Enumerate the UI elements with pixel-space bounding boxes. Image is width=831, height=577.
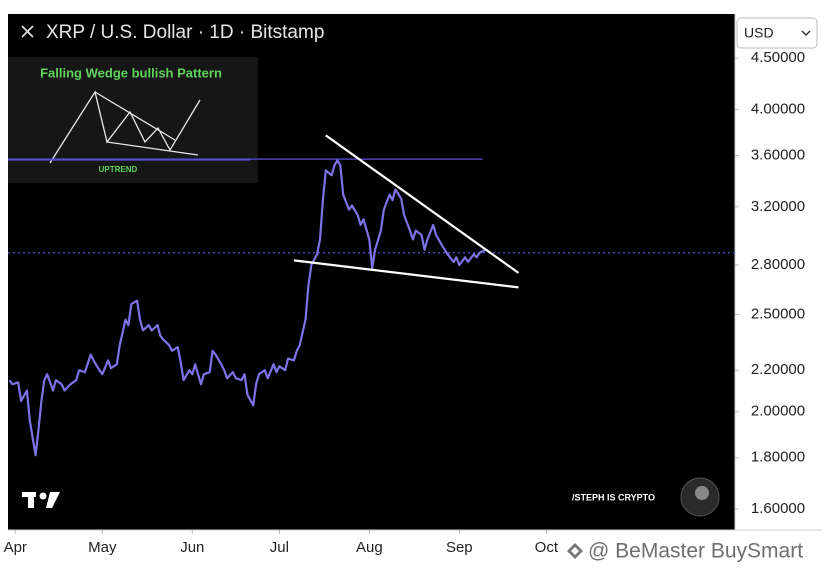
y-tick-label: 2.00000 (751, 403, 805, 420)
watermark-icon (567, 543, 583, 559)
y-tick-label: 3.20000 (751, 198, 805, 215)
tv-logo (22, 492, 60, 508)
marks (8, 134, 735, 457)
trendline (325, 134, 520, 274)
x-tick-label: Aug (356, 539, 383, 556)
watermark: @ BeMaster BuySmart (588, 540, 803, 563)
close-icon[interactable] (21, 25, 34, 38)
y-tick-label: 2.20000 (751, 361, 805, 378)
trendline (293, 259, 519, 289)
currency-select[interactable] (736, 17, 818, 49)
y-tick-label: 2.50000 (751, 305, 805, 322)
y-tick-label: 1.80000 (751, 449, 805, 466)
x-tick-label: Jul (270, 539, 289, 556)
y-tick-label: 4.00000 (751, 101, 805, 118)
x-tick-label: May (88, 539, 117, 556)
x-tick-label: Oct (535, 539, 559, 556)
inset-drawing (49, 90, 201, 164)
dropdown-arrow (801, 30, 811, 37)
y-tick-label: 4.50000 (751, 49, 805, 66)
x-tick-label: Jun (180, 539, 204, 556)
inset-title: Falling Wedge bullish Pattern (40, 65, 222, 80)
y-tick-label: 3.60000 (751, 146, 805, 163)
credit: /STEPH IS CRYPTO (572, 492, 655, 502)
currency-label: USD (744, 25, 774, 41)
avatar (695, 486, 709, 500)
price-line (8, 159, 486, 457)
inset-label: UPTREND (99, 165, 138, 174)
inset-panel (8, 57, 258, 183)
y-tick-label: 2.80000 (751, 256, 805, 273)
x-tick-label: Apr (4, 539, 27, 556)
x-tick-label: Sep (446, 539, 473, 556)
y-tick-label: 1.60000 (751, 500, 805, 517)
chart-title: XRP / U.S. Dollar · 1D · Bitstamp (46, 22, 324, 43)
